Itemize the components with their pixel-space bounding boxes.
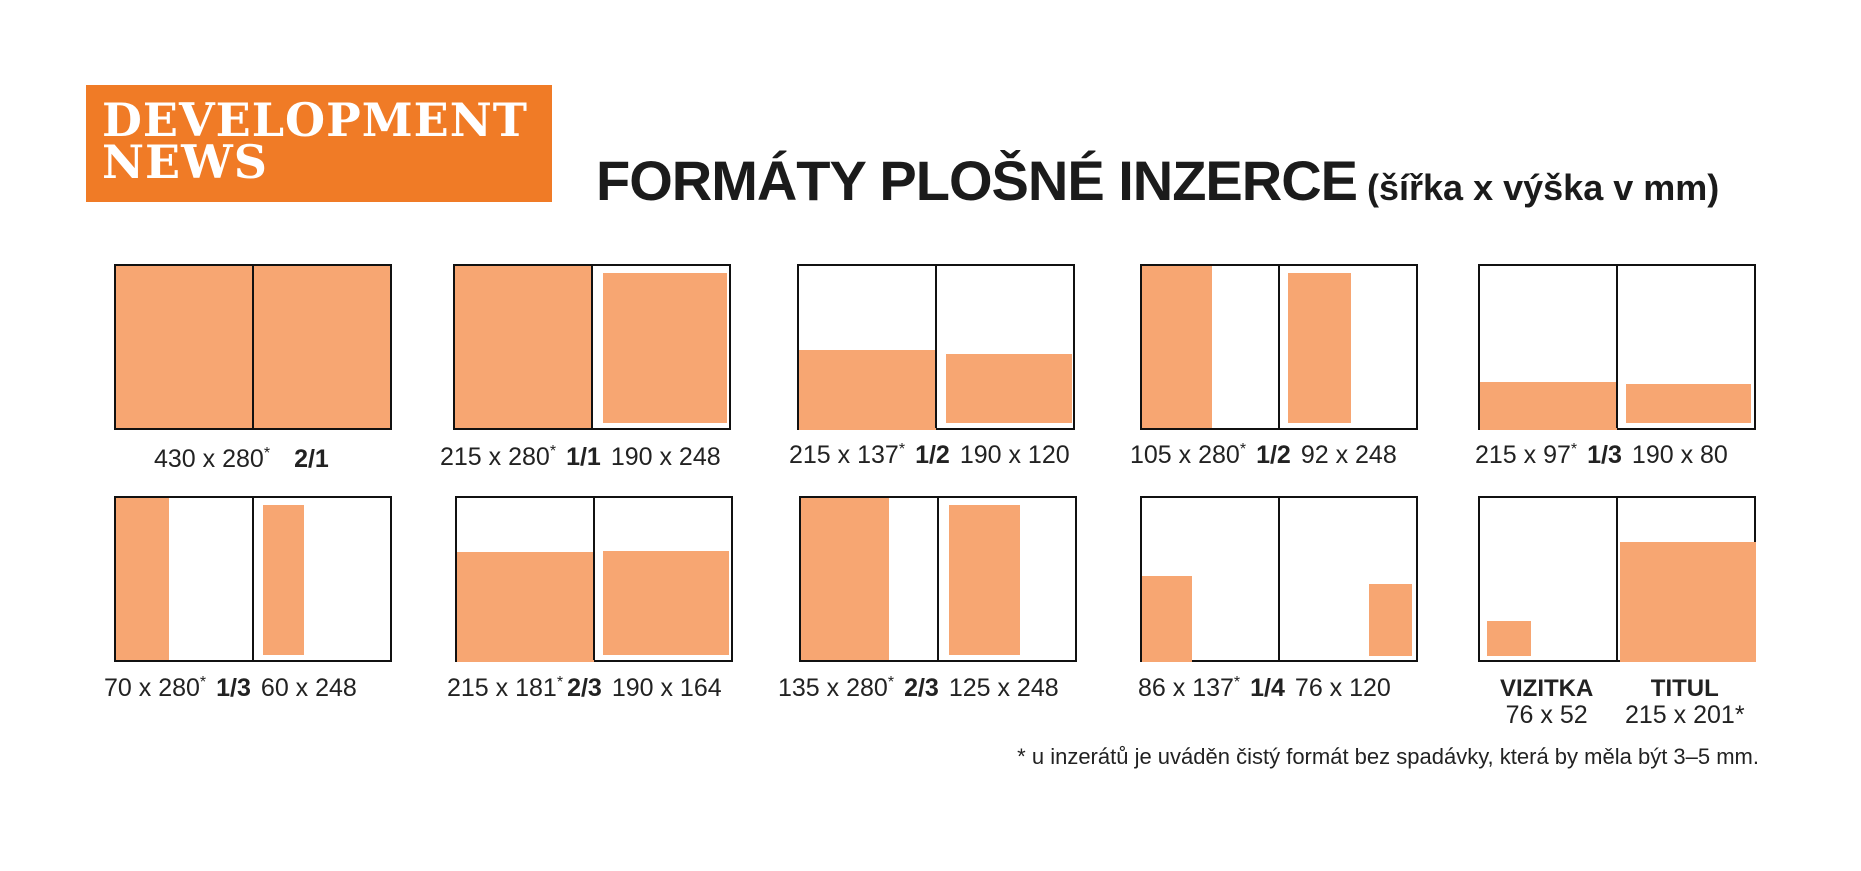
ad-area-bleed [457, 552, 594, 662]
format-caption-1-2-horizontal: 215 x 137* 1/2 190 x 120 [789, 441, 1070, 470]
asterisk: * [556, 674, 564, 691]
page-divider [1278, 498, 1280, 660]
format-diagram-vizitka-titul [1478, 496, 1756, 662]
format-diagram-1-2-horizontal [797, 264, 1075, 430]
asterisk: * [1239, 441, 1247, 458]
format-caption-1-4: 86 x 137* 1/4 76 x 120 [1138, 674, 1391, 703]
bleed-size: 215 x 137 [789, 441, 899, 469]
page-divider [252, 498, 254, 660]
page-divider [935, 266, 937, 428]
format-fraction: 1/2 [915, 441, 950, 469]
page-divider [593, 498, 595, 660]
format-caption-1-2-vertical: 105 x 280* 1/2 92 x 248 [1130, 441, 1397, 470]
bleed-size: 215 x 97 [1475, 441, 1571, 469]
ad-area-vizitka [1487, 621, 1531, 656]
asterisk: * [199, 674, 207, 691]
format-fraction: 1/3 [1587, 441, 1622, 469]
ad-area-bleed [799, 350, 936, 430]
asterisk: * [887, 674, 895, 691]
ad-area-bleed [116, 498, 169, 660]
bleed-size: 135 x 280 [778, 674, 888, 702]
titul-caption: TITUL 215 x 201* [1625, 675, 1745, 729]
ad-area-bleed [1142, 576, 1192, 662]
format-fraction: 2/1 [294, 445, 329, 473]
net-size: 92 x 248 [1300, 441, 1397, 469]
title-main: FORMÁTY PLOŠNÉ INZERCE [596, 149, 1358, 212]
format-caption-1-3-vertical: 70 x 280* 1/3 60 x 248 [104, 674, 357, 703]
net-size: 125 x 248 [948, 674, 1059, 702]
format-fraction: 1/1 [566, 443, 601, 471]
bleed-size: 430 x 280 [154, 445, 264, 473]
ad-area-net [263, 505, 304, 655]
ad-area-net [1626, 384, 1751, 423]
format-caption-2-3-horizontal: 215 x 181* 2/3 190 x 164 [447, 674, 722, 703]
format-caption-1-1: 215 x 280* 1/1 190 x 248 [440, 443, 721, 472]
titul-size: 215 x 201* [1625, 701, 1745, 729]
ad-area-bleed [1480, 382, 1617, 430]
net-size: 190 x 248 [610, 443, 721, 471]
net-size: 190 x 164 [611, 674, 722, 702]
page-divider [1616, 498, 1618, 660]
ad-area-titul [1620, 542, 1756, 662]
footnote: * u inzerátů je uváděn čistý formát bez … [1017, 744, 1759, 769]
ad-area-net [1288, 273, 1351, 423]
format-fraction: 2/3 [904, 674, 939, 702]
asterisk: * [263, 445, 271, 462]
ad-area-bleed [801, 498, 889, 660]
page-title: FORMÁTY PLOŠNÉ INZERCE (šířka x výška v m… [596, 148, 1719, 213]
format-diagram-2-3-horizontal [455, 496, 733, 662]
format-diagram-1-1 [453, 264, 731, 430]
ad-area-bleed [455, 266, 592, 428]
ad-area-net [603, 551, 729, 655]
bleed-size: 215 x 280 [440, 443, 550, 471]
ad-area-net [603, 273, 727, 423]
titul-label: TITUL [1650, 675, 1719, 702]
format-diagram-2-3-vertical [799, 496, 1077, 662]
bleed-size: 105 x 280 [1130, 441, 1240, 469]
net-size: 76 x 120 [1294, 674, 1391, 702]
bleed-size: 215 x 181 [447, 674, 557, 702]
asterisk: * [1570, 441, 1578, 458]
format-diagram-2-1 [114, 264, 392, 430]
page-divider [591, 266, 593, 428]
format-fraction: 1/3 [216, 674, 251, 702]
format-fraction: 2/3 [567, 674, 602, 702]
format-caption-2-1: 430 x 280* 2/1 [154, 445, 339, 474]
format-fraction: 1/4 [1250, 674, 1285, 702]
net-size: 60 x 248 [260, 674, 357, 702]
ad-area-net [949, 505, 1020, 655]
bleed-size: 86 x 137 [1138, 674, 1234, 702]
ad-area-net [946, 354, 1072, 423]
page-divider [1616, 266, 1618, 428]
asterisk: * [1233, 674, 1241, 691]
format-diagram-1-3-horizontal [1478, 264, 1756, 430]
bleed-size: 70 x 280 [104, 674, 200, 702]
ad-area-net [1369, 584, 1412, 656]
asterisk: * [898, 441, 906, 458]
vizitka-caption: VIZITKA 76 x 52 [1500, 675, 1594, 729]
format-caption-1-3-horizontal: 215 x 97* 1/3 190 x 80 [1475, 441, 1728, 470]
page-divider [1278, 266, 1280, 428]
vizitka-size: 76 x 52 [1505, 701, 1588, 729]
net-size: 190 x 80 [1631, 441, 1728, 469]
ad-area-bleed [1142, 266, 1212, 428]
title-subtitle: (šířka x výška v mm) [1367, 167, 1720, 208]
format-diagram-1-2-vertical [1140, 264, 1418, 430]
page-divider [937, 498, 939, 660]
net-size: 190 x 120 [959, 441, 1070, 469]
asterisk: * [549, 443, 557, 460]
page-divider [252, 266, 254, 428]
format-diagram-1-4 [1140, 496, 1418, 662]
vizitka-label: VIZITKA [1500, 675, 1594, 702]
format-fraction: 1/2 [1256, 441, 1291, 469]
format-caption-2-3-vertical: 135 x 280* 2/3 125 x 248 [778, 674, 1059, 703]
development-news-logo: DEVELOPMENT NEWS [86, 85, 552, 202]
format-diagram-1-3-vertical [114, 496, 392, 662]
